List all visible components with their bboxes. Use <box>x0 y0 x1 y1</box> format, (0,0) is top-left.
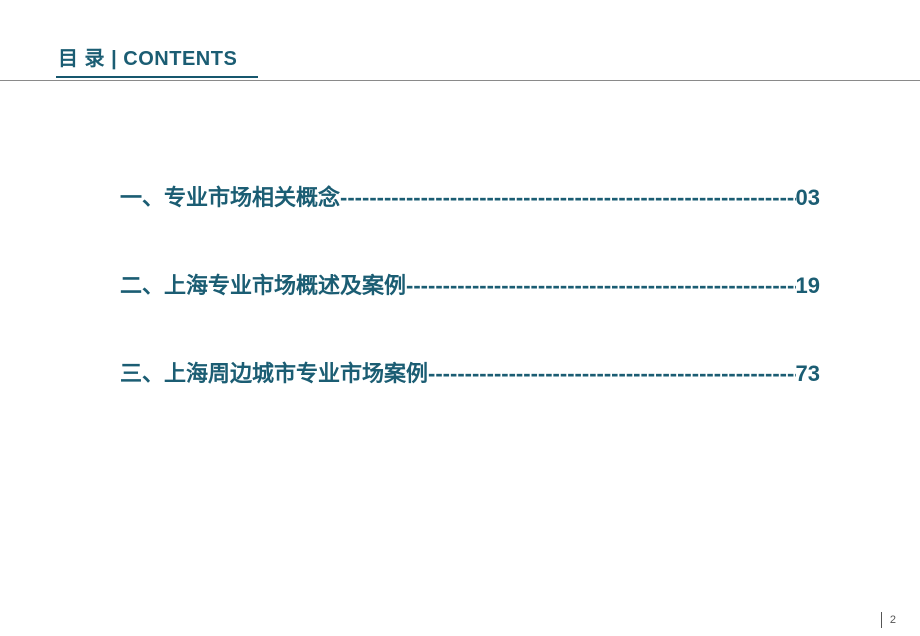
footer-sep <box>881 612 882 628</box>
header: 目 录 | CONTENTS <box>0 42 920 74</box>
toc-item-page: 03 <box>796 185 820 211</box>
toc-leader: ----------------------------------------… <box>428 361 796 387</box>
toc-item-label: 一、专业市场相关概念 <box>120 180 340 212</box>
slide-page: 目 录 | CONTENTS 一、专业市场相关概念 --------------… <box>0 0 920 636</box>
header-title-sep: | <box>105 48 123 70</box>
header-title-cn: 目 录 <box>58 48 105 70</box>
toc-leader: ----------------------------------------… <box>406 273 796 299</box>
toc-item-page: 73 <box>796 361 820 387</box>
toc-item-label: 二、上海专业市场概述及案例 <box>120 268 406 300</box>
header-title: 目 录 | CONTENTS <box>58 42 237 71</box>
header-underline-short <box>56 76 258 78</box>
header-underline-long <box>0 80 920 81</box>
toc: 一、专业市场相关概念 -----------------------------… <box>120 180 820 444</box>
header-title-en: CONTENTS <box>123 48 237 70</box>
toc-leader: ----------------------------------------… <box>340 185 796 211</box>
footer-page-number: 2 <box>881 612 896 628</box>
toc-item-2: 二、上海专业市场概述及案例 --------------------------… <box>120 268 820 300</box>
toc-item-label: 三、上海周边城市专业市场案例 <box>120 356 428 388</box>
toc-item-page: 19 <box>796 273 820 299</box>
toc-item-3: 三、上海周边城市专业市场案例 -------------------------… <box>120 356 820 388</box>
footer-number: 2 <box>890 614 896 626</box>
toc-item-1: 一、专业市场相关概念 -----------------------------… <box>120 180 820 212</box>
